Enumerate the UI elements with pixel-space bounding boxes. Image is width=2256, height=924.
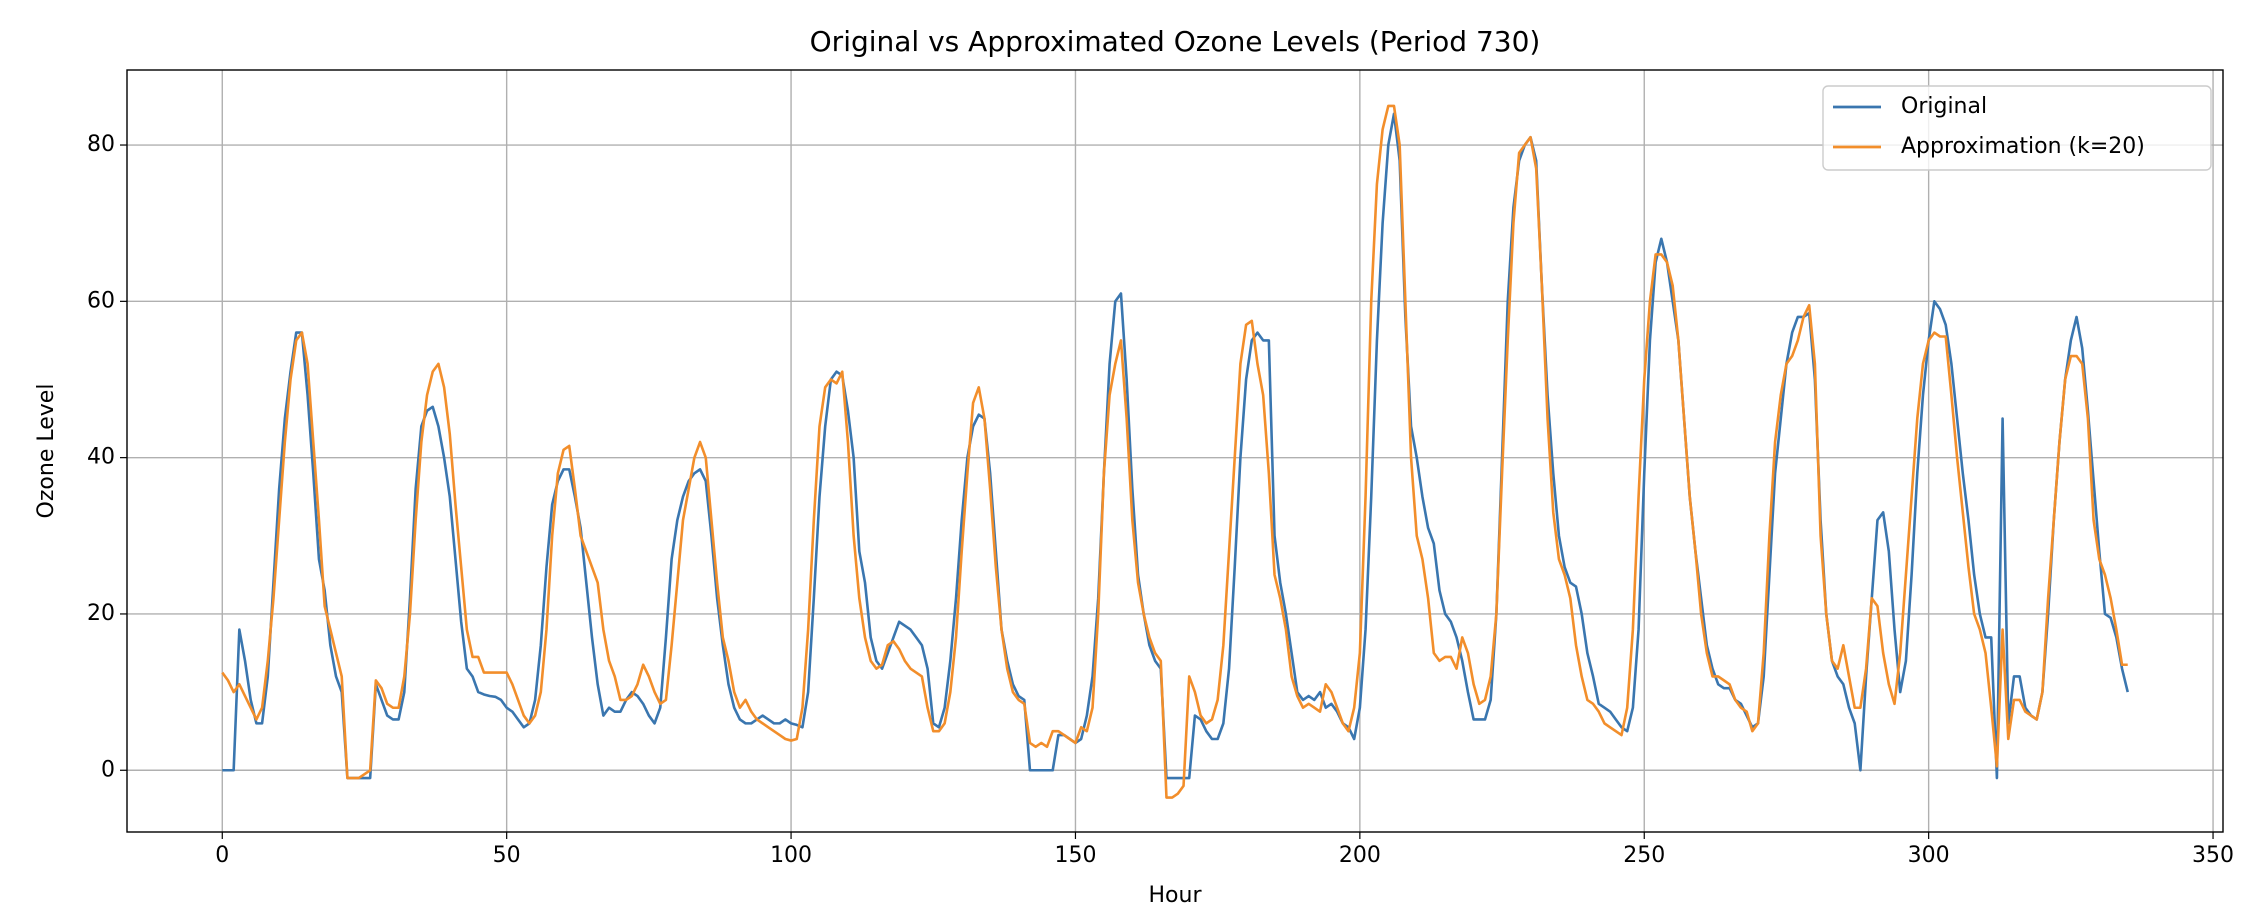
data-line [221,104,2128,799]
y-tick-label: 0 [101,757,115,782]
plot-frame [126,69,2224,833]
x-tick-label: 150 [1054,843,1096,868]
x-tick-label: 300 [1908,843,1950,868]
y-tick-label: 20 [87,601,115,626]
legend-box [1822,85,2212,171]
y-tick-label: 40 [87,445,115,470]
legend-label: Approximation (k=20) [1901,134,2145,159]
legend-label: Original [1901,94,1987,119]
x-axis-label: Hour [1149,883,1203,908]
x-tick-label: 0 [215,843,229,868]
x-tick-label: 200 [1339,843,1381,868]
y-tick-label: 80 [87,132,115,157]
x-tick-label: 100 [770,843,812,868]
x-tick-label: 350 [2192,843,2234,868]
chart-title: Original vs Approximated Ozone Levels (P… [810,25,1541,58]
y-tick-label: 60 [87,288,115,313]
x-tick-label: 250 [1623,843,1665,868]
y-axis-label: Ozone Level [34,384,59,519]
x-tick-label: 50 [493,843,521,868]
